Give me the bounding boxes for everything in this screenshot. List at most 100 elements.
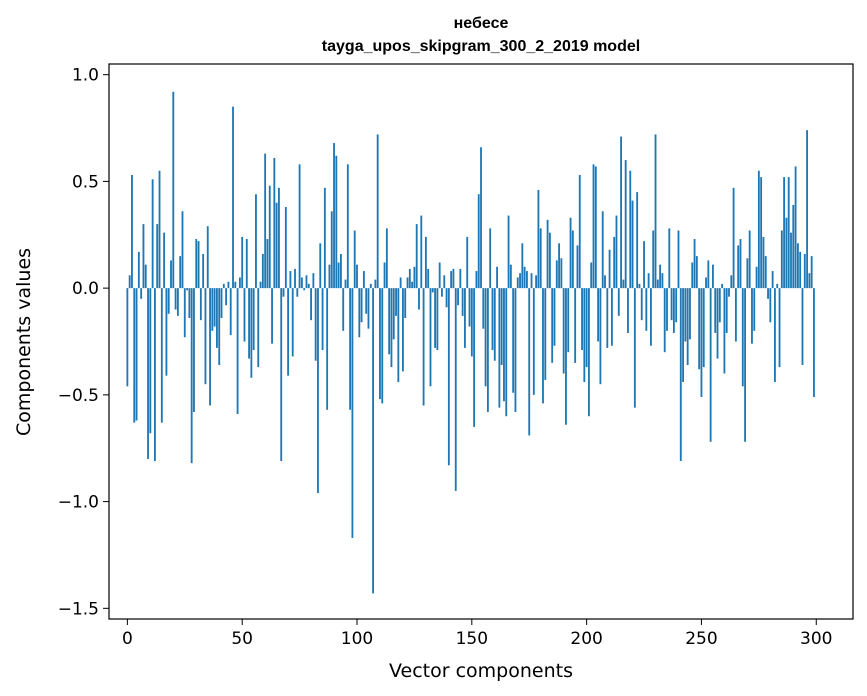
bar-107 — [372, 288, 374, 594]
bar-129 — [422, 288, 425, 406]
bar-137 — [441, 288, 443, 297]
bar-10 — [149, 288, 152, 434]
bar-215 — [620, 136, 622, 289]
bar-56 — [255, 194, 257, 289]
bar-43 — [225, 288, 228, 306]
bar-33 — [202, 253, 205, 289]
bar-101 — [358, 288, 361, 338]
bar-273 — [753, 288, 756, 331]
bar-257 — [716, 288, 719, 359]
bar-296 — [806, 130, 808, 289]
bar-17 — [165, 288, 168, 376]
bar-134 — [434, 288, 436, 348]
bar-28 — [190, 288, 193, 464]
bar-23 — [179, 256, 182, 289]
bar-284 — [778, 288, 781, 368]
bar-91 — [335, 155, 338, 289]
bar-205 — [597, 288, 600, 342]
bar-250 — [700, 288, 703, 397]
bar-60 — [264, 153, 267, 289]
bar-245 — [689, 288, 691, 340]
bar-59 — [261, 253, 264, 289]
bar-39 — [216, 288, 218, 348]
bar-214 — [617, 288, 620, 316]
bar-253 — [707, 260, 710, 289]
bar-55 — [252, 288, 255, 351]
bar-168 — [512, 288, 515, 393]
bar-204 — [594, 166, 597, 289]
bar-241 — [679, 288, 682, 462]
bar-62 — [268, 185, 271, 289]
bar-100 — [356, 264, 358, 289]
bar-18 — [167, 288, 170, 314]
bar-248 — [695, 256, 698, 289]
bar-73 — [294, 268, 296, 289]
bar-249 — [698, 288, 701, 370]
bar-38 — [213, 288, 216, 327]
bar-29 — [193, 288, 195, 412]
bar-48 — [236, 288, 239, 415]
bar-182 — [544, 288, 547, 380]
y-tick-label: 1.0 — [72, 66, 99, 86]
y-tick-label: −0.5 — [58, 386, 99, 406]
bar-16 — [163, 232, 166, 289]
bar-162 — [498, 288, 501, 408]
bar-167 — [509, 264, 512, 289]
x-tick-label: 100 — [341, 629, 373, 649]
bar-115 — [390, 288, 393, 368]
bar-208 — [604, 275, 606, 289]
bar-105 — [367, 288, 370, 329]
bar-165 — [505, 288, 508, 417]
bar-233 — [661, 273, 664, 289]
bar-83 — [317, 288, 319, 494]
bar-124 — [411, 281, 414, 289]
bar-210 — [608, 249, 611, 289]
bar-117 — [395, 288, 397, 316]
bar-219 — [629, 170, 632, 289]
bar-85 — [321, 288, 324, 351]
bar-176 — [530, 273, 533, 289]
bar-37 — [211, 288, 214, 331]
bar-270 — [746, 258, 749, 289]
bar-261 — [725, 288, 728, 333]
bar-161 — [496, 266, 498, 289]
bar-221 — [633, 288, 636, 408]
bar-149 — [468, 288, 471, 327]
bar-169 — [514, 288, 517, 412]
bar-290 — [792, 204, 795, 289]
bar-95 — [344, 279, 347, 289]
bar-4 — [135, 288, 138, 421]
bar-227 — [647, 273, 650, 289]
bar-53 — [248, 288, 250, 359]
bar-46 — [232, 106, 234, 289]
bar-271 — [748, 230, 751, 289]
bar-291 — [794, 166, 797, 289]
bar-63 — [271, 288, 273, 344]
bar-72 — [291, 288, 294, 357]
bar-118 — [397, 288, 400, 383]
bar-163 — [500, 288, 503, 365]
bar-159 — [491, 288, 494, 351]
bar-267 — [739, 239, 742, 289]
x-tick-label: 200 — [570, 629, 602, 649]
bar-228 — [650, 288, 652, 346]
bar-206 — [599, 288, 602, 385]
bar-27 — [188, 288, 191, 319]
bar-295 — [803, 253, 806, 289]
bar-263 — [730, 275, 733, 289]
bar-242 — [682, 288, 684, 383]
bar-123 — [408, 268, 411, 289]
bar-224 — [640, 288, 643, 321]
bar-135 — [436, 288, 439, 351]
bar-2 — [131, 175, 133, 289]
bar-211 — [610, 288, 613, 346]
bar-65 — [275, 202, 278, 289]
bar-25 — [183, 288, 186, 338]
bar-150 — [470, 288, 473, 357]
bar-47 — [234, 281, 237, 289]
bar-212 — [613, 236, 616, 289]
bar-153 — [477, 194, 480, 289]
bar-278 — [764, 256, 767, 289]
bar-40 — [218, 288, 221, 365]
